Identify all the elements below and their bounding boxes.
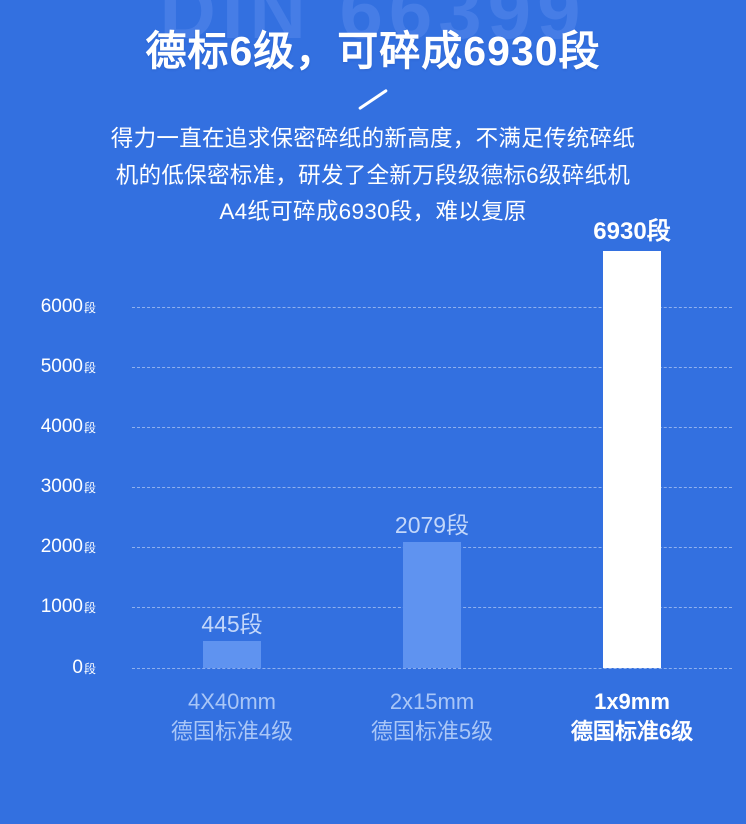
- category-standard: 德国标准4级: [170, 718, 294, 744]
- y-tick-unit: 段: [83, 541, 96, 556]
- category-size: 1x9mm: [594, 688, 670, 714]
- bar-value-label: 445段: [201, 610, 263, 637]
- chart-x-axis: 4X40mm 德国标准4级 2x15mm 德国标准5级 1x9mm 德国标准6级: [132, 687, 732, 767]
- y-tick-unit: 段: [83, 360, 96, 375]
- y-tick-unit: 段: [83, 601, 96, 616]
- y-axis-tick-label: 2000段: [0, 536, 96, 558]
- slash-divider-icon: [358, 88, 388, 110]
- x-axis-category-label: 4X40mm 德国标准4级: [122, 687, 342, 748]
- bar-value-label: 6930段: [593, 217, 671, 245]
- y-tick-value: 0: [72, 656, 83, 678]
- y-axis-tick-label: 3000段: [0, 476, 96, 498]
- y-tick-value: 1000: [40, 596, 83, 618]
- y-tick-value: 3000: [40, 476, 83, 498]
- y-tick-unit: 段: [83, 420, 96, 435]
- y-tick-value: 4000: [40, 415, 83, 437]
- chart-bar: [403, 542, 461, 668]
- intro-line-3: A4纸可碎成6930段，难以复原: [219, 199, 527, 225]
- y-tick-value: 6000: [40, 295, 83, 317]
- y-axis-tick-label: 4000段: [0, 416, 96, 438]
- category-standard: 德国标准5级: [370, 718, 494, 744]
- x-axis-category-label: 2x15mm 德国标准5级: [322, 687, 542, 748]
- intro-line-1: 得力一直在追求保密碎纸的新高度，不满足传统碎纸: [110, 126, 636, 152]
- y-tick-unit: 段: [83, 300, 96, 315]
- watermark-din-66399: DIN 66399: [159, 0, 587, 55]
- y-tick-value: 5000: [40, 355, 83, 377]
- y-axis-tick-label: 5000段: [0, 356, 96, 378]
- gridline: [132, 306, 732, 308]
- header: 德标6级，可碎成6930段: [0, 0, 746, 121]
- y-tick-unit: 段: [83, 481, 96, 496]
- intro-line-2: 机的低保密标准，研发了全新万段级德标6级碎纸机: [115, 162, 631, 188]
- x-axis-category-label: 1x9mm 德国标准6级: [522, 687, 742, 748]
- chart-plot-area: 6000段 5000段 4000段 3000段 2000段 1000段 0段 445段 2079…: [41, 218, 732, 678]
- gridline: [132, 366, 732, 368]
- chart-bar: [203, 640, 261, 668]
- y-tick-unit: 段: [83, 661, 96, 676]
- y-axis-tick-label: 1000段: [0, 596, 96, 618]
- intro-paragraph: 得力一直在追求保密碎纸的新高度，不满足传统碎纸 机的低保密标准，研发了全新万段级…: [43, 121, 703, 230]
- category-size: 4X40mm: [187, 688, 277, 714]
- bar-value-label: 2079段: [394, 512, 470, 539]
- page-title: 德标6级，可碎成6930段: [145, 28, 601, 74]
- y-axis-tick-label: 0段: [0, 657, 96, 679]
- category-size: 2x15mm: [389, 688, 475, 714]
- gridline: [132, 667, 732, 669]
- gridline: [132, 487, 732, 489]
- y-tick-value: 2000: [40, 536, 83, 558]
- chart-bar: [603, 250, 661, 668]
- gridline: [132, 426, 732, 428]
- y-axis-tick-label: 6000段: [0, 296, 96, 318]
- shred-count-bar-chart: 6000段 5000段 4000段 3000段 2000段 1000段 0段 445段 2079…: [0, 218, 746, 744]
- title-divider: [0, 77, 746, 121]
- category-standard: 德国标准6级: [570, 718, 694, 744]
